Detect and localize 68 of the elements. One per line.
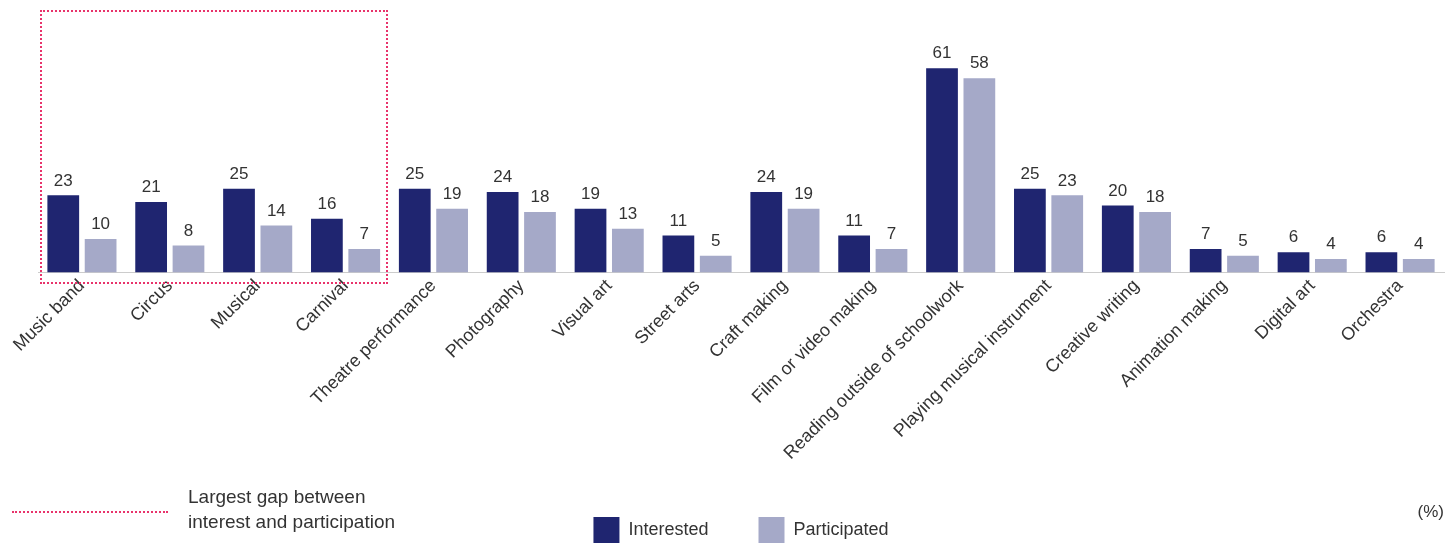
data-label: 16 (317, 194, 337, 213)
bar (1189, 248, 1222, 273)
data-label: 11 (845, 210, 863, 230)
data-label: 11 (669, 210, 688, 230)
bar (750, 192, 783, 273)
bar (1101, 205, 1134, 273)
bar (47, 195, 80, 273)
bar (135, 202, 168, 273)
bar (574, 208, 607, 273)
bar (838, 235, 871, 273)
bar (1365, 252, 1398, 273)
data-label: 25 (405, 163, 425, 183)
bar (662, 235, 695, 273)
data-label: 13 (618, 204, 638, 224)
data-label: 24 (493, 167, 513, 187)
data-label: 19 (794, 183, 814, 203)
data-label: 6 (1376, 227, 1387, 247)
data-label: 23 (53, 170, 73, 190)
bar (524, 212, 556, 273)
data-label: 7 (359, 224, 369, 244)
bar (875, 248, 908, 273)
bar (1139, 212, 1171, 273)
data-label: 18 (530, 187, 550, 207)
bar (611, 228, 644, 273)
bar (348, 248, 381, 273)
bar (1277, 252, 1310, 273)
data-label: 5 (711, 230, 721, 250)
bar (398, 188, 431, 273)
legend-label: Interested (628, 518, 709, 539)
text: (%) (1417, 501, 1444, 521)
bar (926, 68, 958, 273)
data-label: 19 (442, 183, 462, 203)
data-label: 25 (229, 163, 249, 183)
data-label: 6 (1288, 227, 1299, 247)
bar (486, 192, 519, 273)
bar (311, 218, 343, 273)
data-label: 8 (183, 220, 194, 240)
data-label: 5 (1238, 230, 1248, 250)
bar (172, 245, 205, 273)
bar (223, 188, 255, 273)
data-label: 7 (1200, 224, 1211, 244)
bar (84, 238, 117, 273)
data-label: 24 (756, 167, 776, 187)
data-label: 4 (1326, 234, 1336, 254)
data-label: 23 (1057, 170, 1077, 190)
data-label: 10 (91, 214, 111, 234)
bar (1014, 188, 1046, 273)
bar (699, 255, 732, 273)
data-label: 18 (1145, 187, 1165, 207)
data-label: 14 (266, 200, 286, 220)
bar (1402, 258, 1435, 273)
data-label: 58 (969, 53, 989, 73)
bar (436, 208, 468, 273)
data-label: 4 (1414, 234, 1424, 254)
data-label: 21 (141, 177, 161, 197)
text: Largest gap between interest and participation (188, 486, 396, 533)
data-label: 19 (581, 183, 600, 203)
bar (1051, 195, 1084, 273)
bar (1227, 255, 1259, 273)
bar (963, 78, 996, 273)
bar (787, 208, 820, 273)
bar (260, 225, 293, 273)
legend-label: Participated (793, 518, 889, 539)
data-label: 25 (1020, 163, 1040, 183)
data-label: 7 (886, 224, 897, 244)
data-label: 20 (1108, 180, 1128, 200)
bar (1314, 258, 1347, 273)
data-label: 61 (932, 43, 952, 63)
